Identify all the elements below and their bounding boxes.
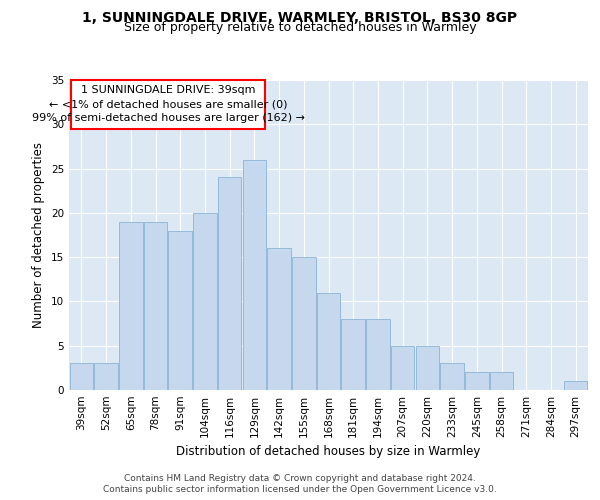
Text: 1 SUNNINGDALE DRIVE: 39sqm
← <1% of detached houses are smaller (0)
99% of semi-: 1 SUNNINGDALE DRIVE: 39sqm ← <1% of deta…	[32, 86, 305, 124]
Text: 1, SUNNINGDALE DRIVE, WARMLEY, BRISTOL, BS30 8GP: 1, SUNNINGDALE DRIVE, WARMLEY, BRISTOL, …	[82, 11, 518, 25]
Bar	[119, 222, 143, 390]
Text: Size of property relative to detached houses in Warmley: Size of property relative to detached ho…	[124, 22, 476, 35]
Bar	[465, 372, 488, 390]
Bar	[169, 230, 192, 390]
Text: Contains HM Land Registry data © Crown copyright and database right 2024.
Contai: Contains HM Land Registry data © Crown c…	[103, 474, 497, 494]
Bar	[564, 381, 587, 390]
Bar	[440, 364, 464, 390]
Bar	[490, 372, 513, 390]
Bar	[292, 257, 316, 390]
Bar	[391, 346, 415, 390]
Bar	[193, 213, 217, 390]
Bar	[317, 292, 340, 390]
FancyBboxPatch shape	[71, 80, 265, 128]
Y-axis label: Number of detached properties: Number of detached properties	[32, 142, 46, 328]
Bar	[416, 346, 439, 390]
Bar	[366, 319, 389, 390]
Bar	[242, 160, 266, 390]
Bar	[144, 222, 167, 390]
Bar	[94, 364, 118, 390]
Bar	[341, 319, 365, 390]
Bar	[70, 364, 93, 390]
Bar	[268, 248, 291, 390]
Bar	[218, 178, 241, 390]
X-axis label: Distribution of detached houses by size in Warmley: Distribution of detached houses by size …	[176, 446, 481, 458]
